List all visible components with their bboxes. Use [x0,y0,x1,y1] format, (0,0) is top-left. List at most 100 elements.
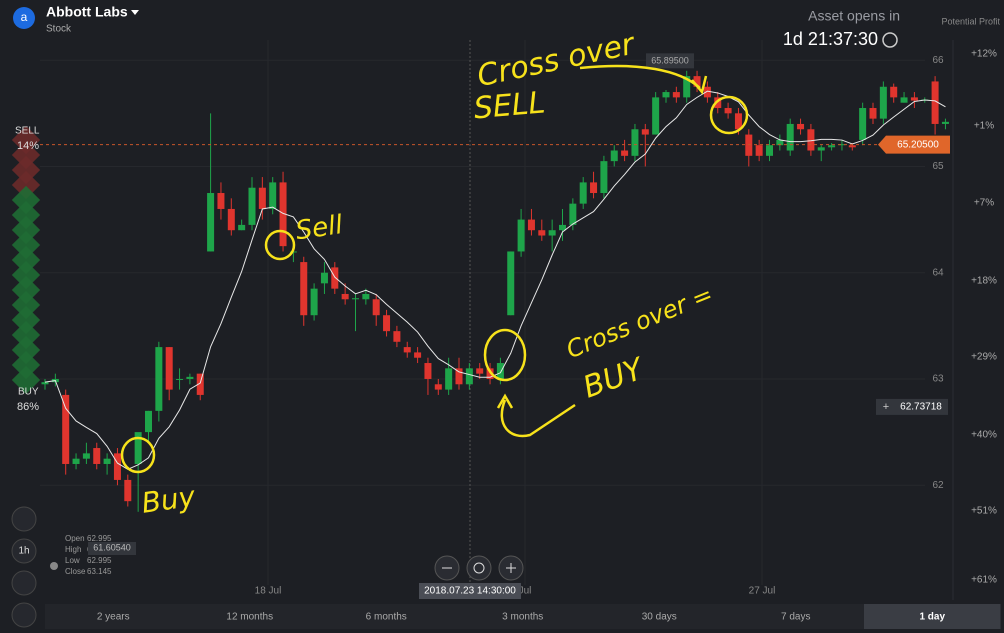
buy-percent: 86% [17,401,39,413]
moving-average [44,90,946,470]
plus-icon [506,563,516,573]
candle-body [755,145,763,156]
candle-body [548,230,556,236]
asset-title[interactable]: Abbott Labs [46,4,128,20]
candle-body [217,193,225,209]
cursor-prefix: + [883,401,889,413]
candle-body [610,150,618,162]
candle-body [62,394,70,464]
candle-body [227,208,235,231]
candle-body [248,187,256,225]
candle-body [434,384,442,390]
tab[interactable] [181,604,319,629]
candle-body [641,129,649,135]
candle-body [786,123,794,151]
candle-body [93,448,101,464]
profit-tick: +18% [971,276,997,287]
ohlc-value: 62.995 [87,556,112,565]
candle-body [724,108,732,114]
candle-body [797,123,805,130]
target-icon [473,562,485,574]
candle-body [320,272,328,284]
low-tag [88,542,136,555]
candle-body [879,86,887,119]
tab-label[interactable]: 12 months [226,612,273,623]
circle-cross-buy [483,328,527,382]
logo [13,7,35,29]
y-tick-label: 64 [932,267,944,278]
tab[interactable] [864,604,1001,629]
candle-body [300,262,308,316]
candle-body [527,219,535,231]
candle-body [538,230,546,236]
candle-body [848,145,856,148]
y-tick-label: 63 [932,374,944,385]
timer-icon [882,32,898,48]
candle-body [683,76,691,98]
drawing-button[interactable] [11,570,37,596]
y-tick-label: 65 [932,161,944,172]
profit-tick: +40% [971,430,997,441]
profit-tick: +12% [971,49,997,60]
tab-label[interactable]: 2 years [97,612,130,623]
candle-body [196,373,204,395]
dropdown-arrow[interactable] [131,10,139,15]
tab-label[interactable]: 3 months [502,612,543,623]
candle-body [207,193,215,252]
ohlc-label: Close [65,567,86,576]
tab-label[interactable]: 6 months [366,612,407,623]
candle-body [910,97,918,101]
candle-body [496,363,504,379]
candle-body [693,76,701,87]
candle-body [590,182,598,194]
candle-body [931,81,939,124]
candle-body [714,97,722,109]
circle-buy [120,436,156,474]
cursor-price: 62.73718 [900,402,942,413]
interval-button[interactable] [11,538,37,564]
candle-body [734,113,742,130]
candle-body [900,97,908,103]
tab-label[interactable]: 30 days [642,612,677,623]
tab-label[interactable]: 7 days [781,612,810,623]
candle-body [145,410,152,433]
tab-label[interactable]: 1 day [919,612,945,623]
x-tick-label: 18 Jul [255,586,282,597]
center-button[interactable] [466,555,492,581]
tab[interactable] [591,604,728,629]
candle-body [941,121,949,124]
tab[interactable] [454,604,592,629]
candle-body [703,86,711,98]
sell-label: SELL [15,126,40,137]
candle-body [124,479,132,502]
candle-body [559,224,566,231]
indicator-button[interactable] [11,602,37,628]
candle-body [465,368,473,385]
candle-body [258,187,266,209]
ohlc-label: Low [65,556,80,565]
candle-body [372,299,380,316]
profit-tick: +7% [974,198,994,209]
arrow-sell-head [691,75,708,95]
tab[interactable] [727,604,865,629]
annotation: Sell [294,210,345,246]
candle-body [600,161,608,194]
candle-body [331,267,339,289]
asset-type: Stock [46,24,72,35]
info-icon [50,562,58,570]
high-price: 65.89500 [651,56,689,66]
countdown: 1d 21:37:30 [783,29,878,49]
cursor-tag [876,398,948,415]
tab[interactable] [45,604,182,629]
chart-type-button[interactable] [11,506,37,532]
y-tick-label: 62 [932,480,944,491]
candle-body [631,129,639,156]
interval-label: 1h [18,546,29,557]
ohlc-label: Open [65,534,85,543]
time-tag [419,583,521,599]
current-price: 65.20500 [897,139,939,150]
circle-cross-sell [709,95,749,135]
tab[interactable] [318,604,455,629]
candle-body [517,219,525,252]
